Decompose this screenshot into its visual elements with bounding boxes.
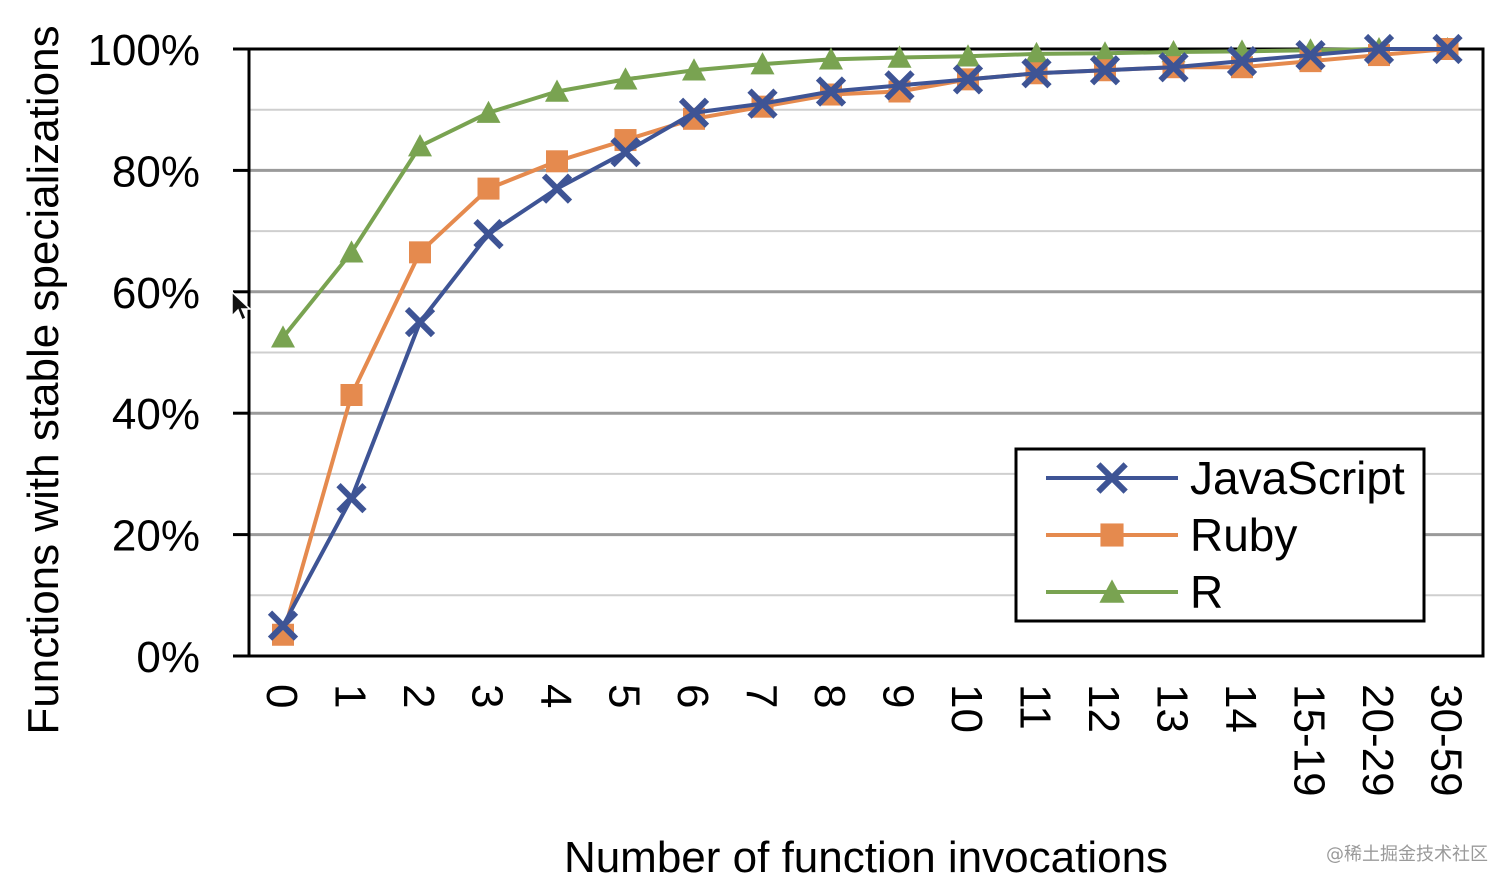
series-layer [267,33,1463,646]
data-point [546,150,568,173]
data-point [747,88,778,119]
data-point [1089,55,1121,86]
y-tick-label: 80% [112,147,200,196]
marker-stroke [1363,33,1395,65]
y-tick-label: 40% [112,390,200,439]
data-point [408,134,432,157]
data-point [473,219,504,250]
x-tick-label: 3 [463,684,512,708]
x-tick-label: 1 [326,684,375,708]
data-point [267,610,299,641]
data-point [545,79,569,102]
x-tick-label: 20-29 [1353,684,1402,797]
series-line [281,47,1448,636]
marker-stroke [267,610,299,641]
data-point [884,70,915,101]
data-point [477,177,500,200]
marker-stroke [952,64,984,95]
y-tick-label: 100% [87,26,200,75]
data-point [1021,58,1052,89]
marker-stroke [610,137,641,168]
data-point [340,383,363,406]
x-tick-label: 12 [1079,684,1128,733]
data-point [339,240,364,263]
legend-label: Ruby [1190,509,1297,561]
data-point [1432,33,1463,65]
x-tick-label: 14 [1216,684,1265,733]
data-point [678,97,710,128]
marker-stroke [1432,33,1463,65]
x-tick-label: 11 [1011,684,1060,730]
y-tick-label: 20% [112,512,200,561]
marker-stroke [1226,46,1258,77]
data-point [409,241,431,264]
data-point [887,45,912,68]
series-line [281,47,1448,627]
data-point [271,325,295,348]
data-point [1158,52,1189,83]
legend-marker-x [1096,462,1128,494]
x-tick-label: 4 [531,684,580,708]
data-point [1363,33,1395,65]
marker-stroke [1096,462,1128,494]
grid-lines [249,108,1483,597]
marker-stroke [404,307,436,338]
y-tick-label: 60% [112,269,200,318]
watermark-text: @稀土掘金技术社区 [1326,844,1488,865]
data-point [1295,39,1326,71]
series-r [271,37,1460,348]
data-point [1226,46,1258,77]
series-javascript [267,33,1463,641]
marker-stroke [1158,52,1189,83]
data-point [682,58,706,81]
legend-marker-square [1100,523,1124,547]
marker-stroke [541,173,573,204]
marker-stroke [1295,39,1326,71]
x-tick-label: 30-59 [1422,684,1471,797]
data-point [815,76,847,107]
marker-stroke [1021,58,1052,89]
x-tick-label: 2 [394,684,443,708]
data-point [613,67,638,90]
y-tick-label: 0% [136,633,200,682]
data-point [750,52,775,75]
marker-stroke [473,219,504,250]
x-tick-label: 0 [257,684,306,708]
mouse-cursor-icon [231,290,252,322]
data-point [476,100,501,123]
marker-stroke [747,88,778,119]
data-point [956,44,980,67]
x-tick-label: 8 [805,684,854,708]
x-tick-label: 5 [600,684,649,708]
marker-stroke [1089,55,1121,86]
data-point [1093,41,1117,64]
data-point [952,64,984,95]
data-point [819,47,843,70]
legend-marker-triangle [1099,579,1125,603]
x-axis-title: Number of function invocations [564,833,1168,882]
x-tick-label: 9 [874,684,923,708]
y-axis-title: Functions with stable specializations [19,25,68,734]
legend-label: R [1190,566,1223,618]
data-point [336,483,367,514]
legend-label: JavaScript [1190,452,1405,504]
x-tick-label: 6 [668,684,717,708]
x-tick-label: 10 [942,684,991,733]
x-tick-label: 13 [1148,684,1197,733]
data-point [610,137,641,168]
marker-stroke [884,70,915,101]
data-point [404,307,436,338]
x-tick-label: 7 [737,684,786,708]
y-axis-ticks: 0% 20% 40% 60% 80% 100% [87,26,249,682]
x-tick-label: 15-19 [1285,684,1334,797]
marker-stroke [336,483,367,514]
data-point [541,173,573,204]
x-axis-ticks: 0 1 2 3 4 5 6 7 8 9 10 11 12 13 14 15-19 20-29 30-59 [257,684,1471,797]
data-point [1024,41,1049,65]
plot-area-frame [247,47,1485,658]
marker-stroke [815,76,847,107]
marker-stroke [678,97,710,128]
